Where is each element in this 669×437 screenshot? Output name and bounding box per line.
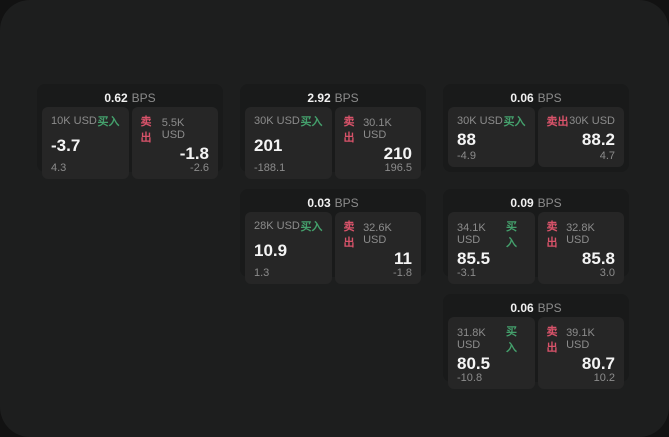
buy-sub-value: -3.1 xyxy=(457,267,476,279)
sell-panel[interactable]: 卖出 32.6K USD 11 -1.8 xyxy=(334,212,421,284)
sell-price: 11 xyxy=(394,249,412,268)
bps-header: 2.92 BPS xyxy=(245,88,421,107)
buy-label: 买入 xyxy=(300,221,323,233)
buy-panel[interactable]: 30K USD 买入 201 -188.1 xyxy=(245,107,332,179)
sell-label: 卖出 xyxy=(343,221,355,249)
quote-card: 0.62 BPS 10K USD 买入 -3.7 4.3 卖出 5.5K USD… xyxy=(37,84,223,179)
sell-sub-value: 10.2 xyxy=(593,372,615,384)
buy-panel[interactable]: 34.1K USD 买入 85.5 -3.1 xyxy=(448,212,535,284)
buy-label: 买入 xyxy=(300,116,323,128)
notional-size: 34.1K USD xyxy=(457,222,486,246)
bps-value: 0.03 xyxy=(307,195,331,210)
bps-header: 0.06 BPS xyxy=(448,88,624,107)
sell-panel[interactable]: 卖出 39.1K USD 80.7 10.2 xyxy=(537,317,624,389)
buy-sub-value: -4.9 xyxy=(457,150,476,162)
buy-price: 201 xyxy=(254,136,283,155)
sell-sub-value: -2.6 xyxy=(190,162,209,174)
quote-card: 0.06 BPS 30K USD 买入 88 -4.9 卖出 30K USD 8… xyxy=(443,84,629,172)
bps-unit-label: BPS xyxy=(131,90,156,105)
buy-label: 买入 xyxy=(505,326,517,354)
sell-panel[interactable]: 卖出 30.1K USD 210 196.5 xyxy=(334,107,421,179)
buy-price: 10.9 xyxy=(254,241,288,260)
notional-size: 30.1K USD xyxy=(363,117,392,141)
sell-sub-value: 3.0 xyxy=(599,267,615,279)
buy-panel[interactable]: 30K USD 买入 88 -4.9 xyxy=(448,107,535,167)
quote-card: 0.03 BPS 28K USD 买入 10.9 1.3 卖出 32.6K US… xyxy=(240,189,426,284)
bps-header: 0.09 BPS xyxy=(448,193,624,212)
notional-size: 30K USD xyxy=(254,115,300,127)
sell-label: 卖出 xyxy=(140,116,152,144)
notional-size: 10K USD xyxy=(51,115,97,127)
bps-value: 0.06 xyxy=(510,90,534,105)
sell-panel[interactable]: 卖出 5.5K USD -1.8 -2.6 xyxy=(131,107,218,179)
sell-price: 80.7 xyxy=(581,354,615,373)
bps-unit-label: BPS xyxy=(537,90,562,105)
bps-unit-label: BPS xyxy=(537,195,562,210)
buy-sub-value: 4.3 xyxy=(51,162,67,174)
buy-panel[interactable]: 10K USD 买入 -3.7 4.3 xyxy=(42,107,129,179)
sell-label: 卖出 xyxy=(546,221,558,249)
bps-header: 0.03 BPS xyxy=(245,193,421,212)
sell-label: 卖出 xyxy=(546,326,558,354)
sell-price: 88.2 xyxy=(581,130,615,149)
notional-size: 32.6K USD xyxy=(363,222,392,246)
buy-price: 85.5 xyxy=(457,249,491,268)
sell-price: -1.8 xyxy=(179,144,209,163)
sell-price: 210 xyxy=(383,144,412,163)
buy-sub-value: -188.1 xyxy=(254,162,286,174)
buy-price: -3.7 xyxy=(51,136,81,155)
sell-sub-value: 4.7 xyxy=(599,150,615,162)
notional-size: 30K USD xyxy=(457,115,503,127)
sell-sub-value: -1.8 xyxy=(393,267,412,279)
buy-price: 88 xyxy=(457,130,476,149)
sell-panel[interactable]: 卖出 30K USD 88.2 4.7 xyxy=(537,107,624,167)
sell-label: 卖出 xyxy=(546,116,569,128)
notional-size: 30K USD xyxy=(569,115,615,127)
buy-panel[interactable]: 31.8K USD 买入 80.5 -10.8 xyxy=(448,317,535,389)
buy-label: 买入 xyxy=(503,116,526,128)
bps-value: 0.09 xyxy=(510,195,534,210)
buy-sub-value: 1.3 xyxy=(254,267,270,279)
bps-unit-label: BPS xyxy=(334,195,359,210)
quote-card: 0.09 BPS 34.1K USD 买入 85.5 -3.1 卖出 32.8K… xyxy=(443,189,629,284)
buy-sub-value: -10.8 xyxy=(457,372,483,384)
bps-header: 0.62 BPS xyxy=(42,88,218,107)
sell-label: 卖出 xyxy=(343,116,355,144)
bps-unit-label: BPS xyxy=(537,300,562,315)
notional-size: 39.1K USD xyxy=(566,327,595,351)
quote-card: 0.06 BPS 31.8K USD 买入 80.5 -10.8 卖出 39.1… xyxy=(443,294,629,389)
buy-panel[interactable]: 28K USD 买入 10.9 1.3 xyxy=(245,212,332,284)
quote-card: 2.92 BPS 30K USD 买入 201 -188.1 卖出 30.1K … xyxy=(240,84,426,179)
sell-price: 85.8 xyxy=(581,249,615,268)
sell-sub-value: 196.5 xyxy=(384,162,412,174)
notional-size: 5.5K USD xyxy=(161,117,185,141)
buy-price: 80.5 xyxy=(457,354,491,373)
bps-value: 0.62 xyxy=(104,90,128,105)
buy-label: 买入 xyxy=(97,116,120,128)
bps-header: 0.06 BPS xyxy=(448,298,624,317)
notional-size: 28K USD xyxy=(254,220,300,232)
notional-size: 31.8K USD xyxy=(457,327,486,351)
bps-value: 0.06 xyxy=(510,300,534,315)
sell-panel[interactable]: 卖出 32.8K USD 85.8 3.0 xyxy=(537,212,624,284)
notional-size: 32.8K USD xyxy=(566,222,595,246)
bps-unit-label: BPS xyxy=(334,90,359,105)
bps-value: 2.92 xyxy=(307,90,331,105)
buy-label: 买入 xyxy=(505,221,517,249)
